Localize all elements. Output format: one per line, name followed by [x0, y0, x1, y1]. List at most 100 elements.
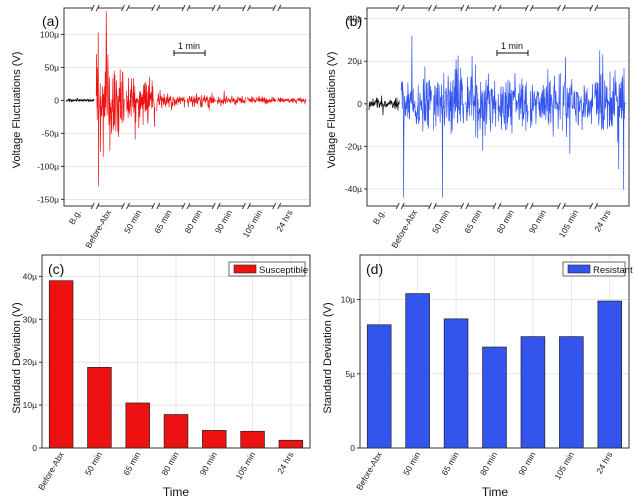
axis-break-mark	[529, 202, 534, 210]
y-tick-label: 30µ	[23, 314, 37, 324]
axis-break-mark	[460, 202, 465, 210]
y-tick-label: -40µ	[345, 184, 362, 194]
axis-break-mark	[492, 202, 497, 210]
axis-break-gap	[398, 203, 403, 209]
x-tick-label: Before-Abx	[36, 449, 66, 491]
x-tick-label: 50 min	[122, 208, 144, 235]
axis-break-gap	[184, 203, 188, 209]
axis-break-gap	[274, 203, 279, 209]
panel-d-xlabel: Time	[482, 485, 509, 499]
trace-segment	[465, 55, 497, 151]
x-tick-label: 105 min	[234, 450, 258, 481]
x-tick-label: 105 min	[241, 208, 265, 239]
y-tick-label: 10µ	[23, 400, 37, 410]
trace-segment	[95, 11, 125, 187]
axis-break-mark	[156, 4, 161, 12]
trace-segment	[368, 95, 400, 116]
y-tick-label: 5µ	[345, 369, 355, 379]
panel-a-ylabel: Voltage Fluctuations (V)	[11, 52, 23, 169]
trace-segment	[529, 69, 561, 137]
y-tick-label: 0	[357, 99, 362, 109]
panel-d-frame	[359, 254, 630, 449]
axis-break-mark	[465, 202, 470, 210]
axis-break-mark	[497, 4, 502, 12]
bar-105-min	[559, 336, 584, 449]
x-tick-label: 65 min	[439, 450, 461, 477]
axis-break-mark	[95, 4, 100, 12]
axis-break-gap	[214, 5, 219, 11]
x-tick-label: 24 hrs	[274, 208, 294, 233]
axis-break-mark	[186, 4, 191, 12]
x-tick-label: 50 min	[430, 208, 452, 235]
axis-break-mark	[247, 202, 251, 210]
bar-24-hrs	[597, 300, 623, 449]
axis-break-gap	[527, 203, 532, 209]
x-tick-label: Before-Abx	[389, 207, 419, 249]
trace-segment	[247, 95, 277, 105]
axis-break-mark	[90, 202, 95, 210]
trace-segment	[126, 77, 156, 140]
y-tick-label: 0	[32, 443, 37, 453]
axis-break-mark	[242, 202, 246, 210]
axis-break-mark	[90, 4, 95, 12]
x-tick-label: 24 hrs	[594, 450, 614, 475]
axis-break-mark	[181, 202, 186, 210]
x-tick-label: 80 min	[494, 208, 516, 235]
x-tick-label: 105 min	[552, 450, 576, 481]
trace-segment	[433, 55, 465, 198]
y-tick-label: 0	[350, 443, 355, 453]
panel-b-axis-breaks	[395, 4, 599, 210]
x-tick-label: B.g.	[371, 208, 387, 226]
axis-break-mark	[126, 4, 130, 12]
axis-break-gap	[495, 203, 499, 209]
bar-50-min	[405, 293, 430, 449]
panel-d-label: (d)	[366, 261, 383, 277]
bar-80-min	[482, 346, 507, 449]
panel-d-legend-swatch	[567, 264, 591, 274]
axis-break-mark	[492, 4, 497, 12]
axis-break-mark	[400, 202, 405, 210]
axis-break-gap	[123, 203, 128, 209]
axis-break-gap	[93, 203, 98, 209]
panel-c-label: (c)	[48, 261, 64, 277]
y-tick-label: 20µ	[348, 56, 362, 66]
x-tick-label: 80 min	[159, 450, 181, 477]
panel-d-bars	[366, 293, 623, 449]
axis-break-mark	[156, 202, 161, 210]
y-tick-label: 10µ	[341, 295, 355, 305]
axis-break-mark	[181, 4, 186, 12]
axis-break-gap	[527, 5, 532, 11]
axis-break-mark	[395, 202, 400, 210]
x-tick-label: 50 min	[83, 450, 105, 477]
x-tick-label: 90 min	[527, 208, 549, 235]
panel-c-std-susceptible: Standard Deviation (V) 0 10µ 20µ 30µ 40µ Bef…	[11, 254, 311, 499]
axis-break-mark	[557, 4, 561, 12]
axis-break-mark	[594, 202, 599, 210]
panel-d-legend-label: Resistant	[593, 265, 633, 276]
axis-break-mark	[594, 4, 599, 12]
axis-break-mark	[433, 4, 437, 12]
panel-d-yticks: 0 5µ 10µ	[341, 295, 360, 453]
axis-break-gap	[244, 203, 249, 209]
axis-break-gap	[93, 5, 98, 11]
panel-a-trace	[65, 11, 307, 187]
bar-before-abx	[48, 280, 74, 449]
axis-break-gap	[559, 203, 564, 209]
panel-d-ylabel: Standard Deviation (V)	[322, 302, 334, 413]
x-tick-label: 65 min	[462, 208, 484, 235]
axis-break-gap	[184, 5, 188, 11]
axis-break-gap	[214, 203, 219, 209]
axis-break-gap	[591, 203, 596, 209]
axis-break-mark	[557, 202, 561, 210]
axis-break-gap	[430, 203, 435, 209]
axis-break-mark	[433, 202, 437, 210]
y-tick-label: -50µ	[42, 128, 59, 138]
bar-105-min	[240, 430, 265, 449]
panel-c-frame	[41, 254, 311, 449]
axis-break-mark	[242, 4, 246, 12]
trace-segment	[400, 35, 432, 198]
trace-segment	[497, 73, 529, 134]
axis-break-mark	[216, 4, 221, 12]
axis-break-mark	[400, 4, 405, 12]
axis-break-mark	[460, 4, 465, 12]
